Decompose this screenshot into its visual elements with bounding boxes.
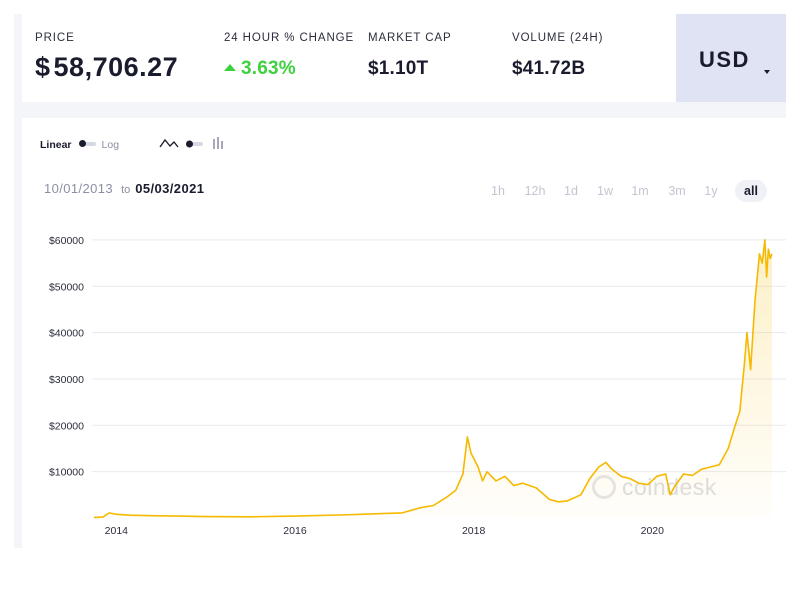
chart-type-toggle[interactable] [158, 135, 238, 153]
y-tick-label: $40000 [49, 328, 84, 340]
market-cap-label: MARKET CAP [368, 32, 452, 44]
range-12h[interactable]: 12h [524, 184, 546, 198]
series-area [94, 239, 772, 518]
chart-card: Linear Log 10/01/2013 to 05/03/2021 [22, 118, 786, 548]
x-tick-label: 2018 [462, 525, 486, 537]
market-cap-value: $1.10T [368, 58, 429, 79]
series-price [93, 239, 773, 519]
date-to[interactable]: 05/03/2021 [135, 181, 205, 196]
y-tick-label: $50000 [49, 281, 84, 293]
x-axis: 2014 2016 2018 2020 [105, 525, 664, 537]
change-label: 24 HOUR % CHANGE [224, 32, 355, 44]
price-label: PRICE [35, 32, 75, 44]
range-all[interactable]: all [735, 180, 767, 202]
grid-lines [92, 239, 786, 473]
x-tick-label: 2020 [641, 525, 665, 537]
price-chart[interactable]: $10000 $20000 $30000 $40000 $50000 $60000 201… [22, 118, 786, 548]
range-3m[interactable]: 3m [668, 184, 686, 198]
y-tick-label: $10000 [49, 467, 84, 479]
price-number: 58,706.27 [53, 52, 179, 82]
range-1h[interactable]: 1h [491, 184, 505, 198]
y-tick-label: $20000 [49, 420, 84, 432]
volume-label: VOLUME (24H) [512, 32, 604, 44]
scale-option-log[interactable]: Log [101, 139, 120, 151]
currency-selected: USD [699, 47, 750, 72]
scale-switch[interactable] [78, 140, 96, 147]
scale-toggle[interactable]: Linear Log [40, 139, 119, 151]
chart-type-switch[interactable] [186, 140, 203, 148]
range-1w[interactable]: 1w [597, 184, 613, 198]
volume-value: $41.72B [512, 58, 586, 79]
line-chart-icon[interactable] [159, 138, 179, 148]
change-number: 3.63% [241, 58, 296, 79]
chart-type-icons [159, 137, 223, 149]
range-1y[interactable]: 1y [704, 184, 718, 198]
scale-option-linear[interactable]: Linear [40, 139, 72, 151]
stats-bar: PRICE $58,706.27 24 HOUR % CHANGE 3.63% … [22, 14, 676, 102]
market-cap-stat: MARKET CAP $1.10T [368, 32, 452, 80]
price-symbol: $ [35, 52, 51, 82]
y-axis: $10000 $20000 $30000 $40000 $50000 $60000 [49, 235, 84, 479]
caret-down-icon [764, 70, 770, 74]
date-from[interactable]: 10/01/2013 [44, 181, 114, 196]
price-value: $58,706.27 [35, 52, 178, 83]
up-arrow-icon [224, 64, 236, 71]
date-to-word: to [121, 184, 131, 196]
x-tick-label: 2014 [105, 525, 129, 537]
range-1d[interactable]: 1d [564, 184, 578, 198]
bar-chart-icon[interactable] [213, 137, 223, 149]
range-1m[interactable]: 1m [631, 184, 649, 198]
x-tick-label: 2016 [283, 525, 307, 537]
series-line [93, 239, 773, 519]
scale-switch-knob [78, 140, 86, 147]
price-stat: PRICE $58,706.27 [35, 32, 178, 83]
change-stat: 24 HOUR % CHANGE 3.63% [224, 32, 354, 80]
currency-select[interactable]: USD [676, 14, 786, 102]
date-range[interactable]: 10/01/2013 to 05/03/2021 [44, 181, 204, 196]
y-tick-label: $30000 [49, 374, 84, 386]
y-tick-label: $60000 [49, 235, 84, 247]
change-value: 3.63% [224, 58, 354, 80]
volume-stat: VOLUME (24H) $41.72B [512, 32, 603, 80]
